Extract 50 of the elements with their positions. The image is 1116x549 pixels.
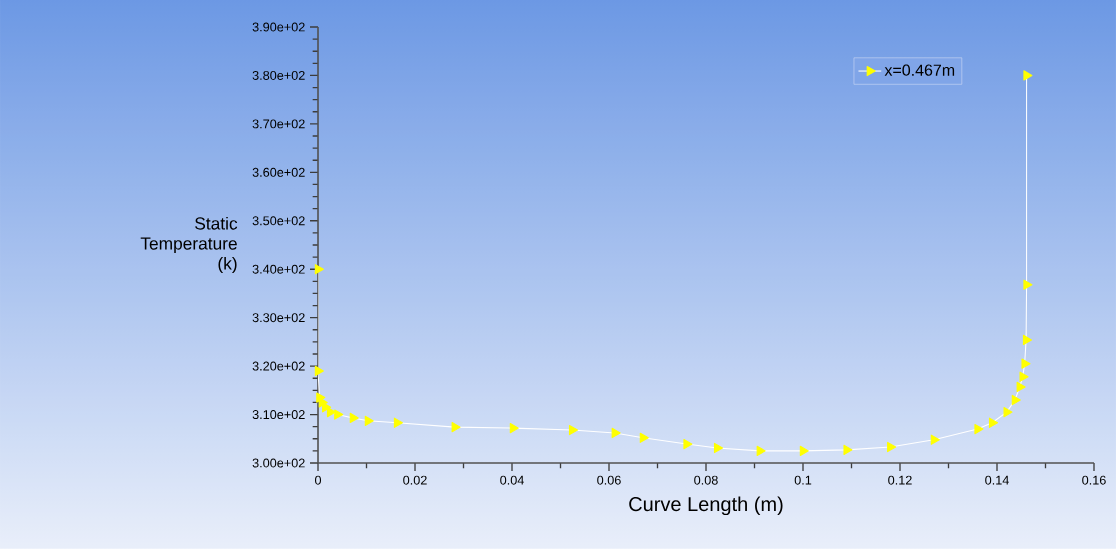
- x-tick-label: 0.04: [500, 475, 524, 485]
- point: [1023, 279, 1033, 290]
- point: [639, 432, 649, 443]
- point: [1016, 381, 1026, 393]
- x-tick-label: 0: [314, 475, 322, 485]
- point: [683, 438, 693, 450]
- point: [713, 442, 724, 454]
- point: [974, 423, 984, 435]
- y-tick-label: 3.10e+02: [252, 410, 305, 420]
- point: [1021, 358, 1031, 369]
- point: [451, 421, 461, 433]
- x-tick-label: 0.1: [794, 475, 812, 485]
- x-tick-label: 0.16: [1082, 475, 1106, 485]
- x-axis-title: Curve Length (m): [629, 496, 783, 516]
- x-tick-label: 0.02: [403, 475, 427, 485]
- point: [314, 264, 324, 275]
- y-tick-label: 3.20e+02: [252, 361, 305, 371]
- x-tick-label: 0.08: [694, 475, 718, 485]
- point: [1023, 70, 1033, 81]
- y-tick-label: 3.50e+02: [252, 216, 305, 226]
- y-tick-label: 3.40e+02: [252, 264, 305, 274]
- point: [568, 424, 579, 436]
- point: [843, 444, 853, 456]
- point: [611, 427, 621, 439]
- x-tick-label: 0.12: [888, 475, 912, 485]
- legend-label: x=0.467m: [884, 64, 955, 76]
- y-axis-title: Static Temperature (k): [140, 216, 238, 274]
- y-tick-label: 3.70e+02: [252, 119, 305, 129]
- y-tick-label: 3.30e+02: [252, 313, 305, 323]
- point: [509, 422, 519, 434]
- point: [1003, 406, 1013, 418]
- y-tick-label: 3.60e+02: [252, 167, 305, 177]
- y-tick-label: 3.80e+02: [252, 70, 305, 80]
- y-tick-label: 3.90e+02: [252, 22, 305, 32]
- x-tick-label: 0.14: [985, 475, 1009, 485]
- point: [930, 434, 940, 445]
- point: [887, 441, 897, 453]
- point: [334, 409, 344, 420]
- point: [1022, 334, 1032, 346]
- point: [349, 412, 359, 424]
- point: [799, 445, 809, 457]
- x-tick-label: 0.06: [597, 475, 621, 485]
- point: [1011, 394, 1021, 406]
- point: [393, 417, 403, 428]
- y-tick-label: 3.00e+02: [252, 458, 305, 468]
- point: [988, 417, 999, 428]
- point: [364, 415, 374, 426]
- point: [756, 445, 766, 457]
- point: [314, 365, 324, 377]
- point: [1019, 371, 1029, 382]
